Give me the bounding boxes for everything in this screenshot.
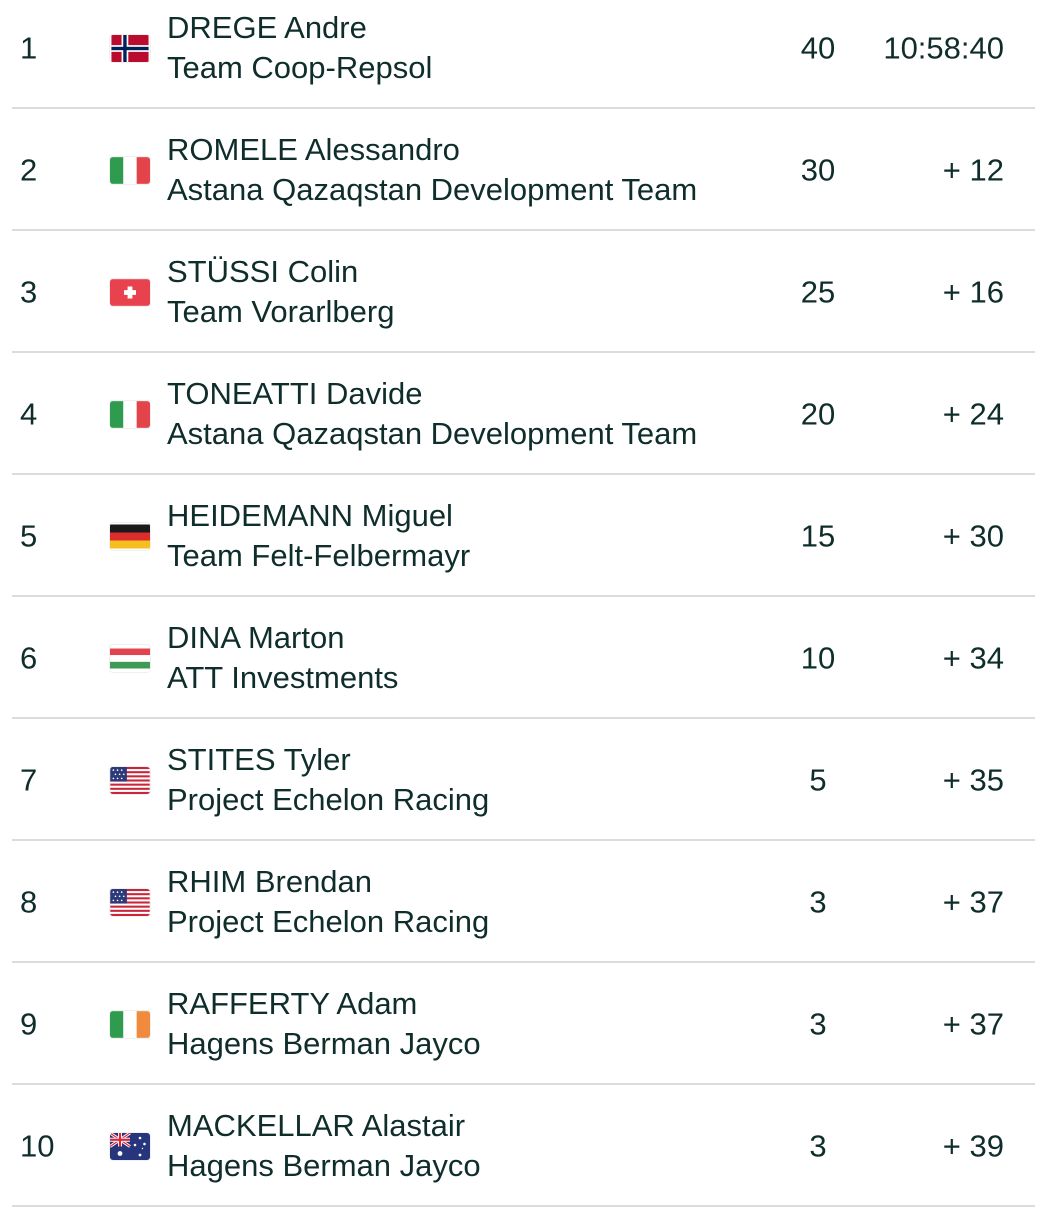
- rider-name[interactable]: DINA Marton: [167, 620, 345, 655]
- rider-info: TONEATTI Davide Astana Qazaqstan Develop…: [167, 374, 697, 454]
- time: + 30: [942, 518, 1004, 554]
- time: + 35: [942, 762, 1004, 798]
- team-name[interactable]: Project Echelon Racing: [167, 904, 490, 939]
- row-divider: [12, 351, 1035, 353]
- time: + 37: [942, 884, 1004, 920]
- result-row[interactable]: 3 STÜSSI Colin Team Vorarlberg 25 + 16: [0, 231, 1044, 353]
- time: + 24: [942, 396, 1004, 432]
- team-name[interactable]: Team Vorarlberg: [167, 294, 395, 329]
- result-row[interactable]: 10 MACKELLAR Alastair Hagens Berman Jayc…: [0, 1085, 1044, 1207]
- team-name[interactable]: Project Echelon Racing: [167, 782, 490, 817]
- ireland-flag-icon: [110, 1011, 150, 1038]
- time: + 37: [942, 1006, 1004, 1042]
- time: + 12: [942, 152, 1004, 188]
- rank: 5: [20, 518, 38, 554]
- rank: 10: [20, 1128, 55, 1164]
- usa-flag-icon: [110, 767, 150, 794]
- rider-info: RAFFERTY Adam Hagens Berman Jayco: [167, 984, 481, 1064]
- rider-info: DINA Marton ATT Investments: [167, 618, 398, 698]
- row-divider: [12, 595, 1035, 597]
- row-divider: [12, 1083, 1035, 1085]
- time: + 34: [942, 640, 1004, 676]
- points: 3: [809, 1006, 827, 1042]
- team-name[interactable]: Team Felt-Felbermayr: [167, 538, 471, 573]
- points: 3: [809, 884, 827, 920]
- rank: 9: [20, 1006, 38, 1042]
- rank: 7: [20, 762, 38, 798]
- rider-name[interactable]: STITES Tyler: [167, 742, 351, 777]
- rank: 6: [20, 640, 38, 676]
- row-divider: [12, 839, 1035, 841]
- team-name[interactable]: Hagens Berman Jayco: [167, 1026, 481, 1061]
- rider-info: MACKELLAR Alastair Hagens Berman Jayco: [167, 1106, 481, 1186]
- row-divider: [12, 717, 1035, 719]
- rider-name[interactable]: STÜSSI Colin: [167, 254, 359, 289]
- points: 25: [800, 274, 836, 310]
- rank: 8: [20, 884, 38, 920]
- team-name[interactable]: Team Coop-Repsol: [167, 50, 433, 85]
- italy-flag-icon: [110, 401, 150, 428]
- points: 40: [800, 30, 836, 66]
- rank: 4: [20, 396, 38, 432]
- points: 15: [800, 518, 836, 554]
- rider-info: ROMELE Alessandro Astana Qazaqstan Devel…: [167, 130, 697, 210]
- points: 20: [800, 396, 836, 432]
- row-divider: [12, 107, 1035, 109]
- points: 30: [800, 152, 836, 188]
- result-row[interactable]: 1 DREGE Andre Team Coop-Repsol 40 10:58:…: [0, 0, 1044, 109]
- rider-name[interactable]: RAFFERTY Adam: [167, 986, 418, 1021]
- rank: 2: [20, 152, 38, 188]
- norway-flag-icon: [110, 35, 150, 62]
- team-name[interactable]: ATT Investments: [167, 660, 399, 695]
- result-row[interactable]: 8 RHIM Brendan Project Echelon Racing 3 …: [0, 841, 1044, 963]
- time: 10:58:40: [883, 30, 1004, 66]
- rider-name[interactable]: MACKELLAR Alastair: [167, 1108, 466, 1143]
- italy-flag-icon: [110, 157, 150, 184]
- rider-name[interactable]: DREGE Andre: [167, 10, 367, 45]
- row-divider: [12, 961, 1035, 963]
- team-name[interactable]: Astana Qazaqstan Development Team: [167, 172, 698, 207]
- row-divider: [12, 473, 1035, 475]
- points: 10: [800, 640, 836, 676]
- result-row[interactable]: 5 HEIDEMANN Miguel Team Felt-Felbermayr …: [0, 475, 1044, 597]
- points: 3: [809, 1128, 827, 1164]
- result-row[interactable]: 4 TONEATTI Davide Astana Qazaqstan Devel…: [0, 353, 1044, 475]
- result-row[interactable]: 7 STITES Tyler Project Echelon Racing 5 …: [0, 719, 1044, 841]
- switzerland-flag-icon: [110, 279, 150, 306]
- time: + 16: [942, 274, 1004, 310]
- rider-info: RHIM Brendan Project Echelon Racing: [167, 862, 489, 942]
- points: 5: [809, 762, 827, 798]
- rider-info: HEIDEMANN Miguel Team Felt-Felbermayr: [167, 496, 470, 576]
- rider-name[interactable]: TONEATTI Davide: [167, 376, 423, 411]
- result-row[interactable]: 9 RAFFERTY Adam Hagens Berman Jayco 3 + …: [0, 963, 1044, 1085]
- usa-flag-icon: [110, 889, 150, 916]
- rank: 1: [20, 30, 38, 66]
- germany-flag-icon: [110, 523, 150, 550]
- time: + 39: [942, 1128, 1004, 1164]
- rider-info: DREGE Andre Team Coop-Repsol: [167, 8, 432, 88]
- result-row[interactable]: 6 DINA Marton ATT Investments 10 + 34: [0, 597, 1044, 719]
- rider-info: STITES Tyler Project Echelon Racing: [167, 740, 489, 820]
- rider-name[interactable]: HEIDEMANN Miguel: [167, 498, 453, 533]
- rider-name[interactable]: RHIM Brendan: [167, 864, 373, 899]
- team-name[interactable]: Astana Qazaqstan Development Team: [167, 416, 698, 451]
- team-name[interactable]: Hagens Berman Jayco: [167, 1148, 481, 1183]
- rider-info: STÜSSI Colin Team Vorarlberg: [167, 252, 394, 332]
- result-row[interactable]: 2 ROMELE Alessandro Astana Qazaqstan Dev…: [0, 109, 1044, 231]
- rider-name[interactable]: ROMELE Alessandro: [167, 132, 460, 167]
- hungary-flag-icon: [110, 645, 150, 672]
- row-divider: [12, 229, 1035, 231]
- australia-flag-icon: [110, 1133, 150, 1160]
- rank: 3: [20, 274, 38, 310]
